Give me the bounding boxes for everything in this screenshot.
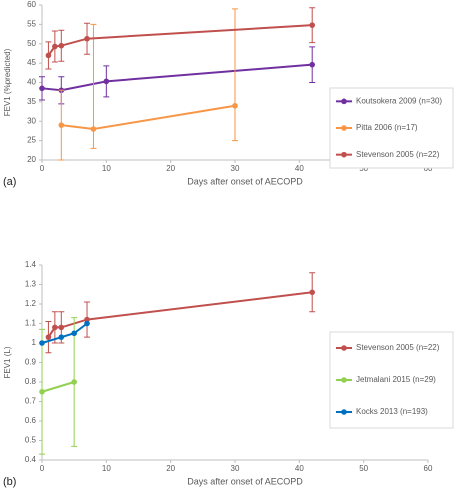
y-tick-label: 1 [32, 338, 37, 347]
y-tick-label: 1.3 [25, 280, 37, 289]
panel-label: (a) [3, 176, 16, 188]
data-point [309, 61, 316, 68]
y-tick-label: 0.9 [25, 358, 37, 367]
data-point [45, 52, 52, 59]
y-tick-label: 30 [27, 116, 36, 125]
legend-label: Stevenson 2005 (n=22) [356, 150, 440, 159]
series-line [41, 322, 88, 344]
x-tick-label: 60 [424, 464, 433, 473]
legend-label: Koutsokera 2009 (n=30) [356, 96, 442, 105]
series-line [41, 381, 75, 393]
x-tick-label: 50 [359, 464, 368, 473]
data-point [84, 35, 90, 42]
legend-marker [341, 345, 347, 351]
data-point [58, 334, 65, 340]
data-point [309, 22, 316, 28]
error-bar [232, 8, 238, 142]
legend-label: Jetmalani 2015 (n=29) [356, 375, 436, 384]
legend-marker [341, 409, 347, 415]
series-line [47, 291, 313, 338]
x-tick-label: 0 [40, 464, 45, 473]
legend-label: Stevenson 2005 (n=22) [356, 343, 440, 352]
y-tick-label: 1.1 [25, 319, 37, 328]
data-point [58, 42, 65, 49]
x-tick-label: 20 [166, 164, 175, 173]
legend-marker [341, 151, 347, 158]
data-point [52, 324, 58, 331]
x-axis-label: Days after onset of AECOPD [187, 176, 303, 186]
data-point [103, 78, 110, 85]
x-tick-label: 20 [166, 464, 175, 473]
y-axis-label: FEV1 (L) [3, 346, 12, 378]
x-tick-label: 60 [424, 164, 433, 173]
legend: Koutsokera 2009 (n=30) Pitta 2006 (n=17) S… [329, 87, 454, 169]
legend-marker [341, 98, 347, 105]
data-point [39, 85, 45, 92]
y-axis-label: FEV1 (%predicted) [3, 48, 12, 116]
y-tick-label: 1.2 [25, 299, 37, 308]
y-tick-label: 20 [27, 155, 36, 164]
data-point [232, 102, 238, 109]
data-point [58, 122, 65, 128]
data-point [45, 334, 52, 340]
y-tick-label: 0.7 [25, 397, 37, 406]
data-point [58, 324, 65, 331]
x-tick-label: 30 [231, 464, 240, 473]
data-point [309, 289, 316, 296]
legend-marker [341, 125, 347, 131]
y-tick-label: 25 [27, 136, 36, 145]
y-tick-label: 35 [27, 97, 36, 106]
x-tick-label: 10 [102, 164, 111, 173]
series-line [61, 104, 236, 131]
x-tick-label: 10 [102, 464, 111, 473]
data-point [84, 320, 90, 327]
y-tick-label: 0.8 [25, 377, 37, 386]
data-point [39, 388, 45, 395]
y-tick-label: 1.4 [25, 260, 37, 269]
data-point [90, 126, 97, 132]
series-line [41, 63, 313, 92]
panel-label: (b) [3, 476, 16, 488]
y-tick-label: 0.4 [25, 455, 37, 464]
x-tick-label: 40 [295, 464, 304, 473]
x-tick-label: 30 [231, 164, 240, 173]
y-tick-label: 0.5 [25, 436, 37, 445]
legend-label: Pitta 2006 (n=17) [356, 123, 418, 132]
data-point [52, 43, 58, 50]
legend-label: Kocks 2013 (n=193) [356, 407, 428, 416]
y-tick-label: 55 [27, 19, 36, 28]
x-tick-label: 0 [40, 164, 45, 173]
y-tick-label: 40 [27, 78, 36, 87]
data-point [84, 316, 90, 323]
y-tick-label: 50 [27, 39, 36, 48]
y-tick-label: 60 [27, 0, 36, 9]
x-axis-label: Days after onset of AECOPD [187, 476, 303, 486]
y-tick-label: 45 [27, 58, 36, 67]
x-tick-label: 40 [295, 164, 304, 173]
y-tick-label: 0.6 [25, 416, 37, 425]
data-point [39, 340, 45, 346]
legend-marker [341, 377, 347, 383]
data-point [71, 330, 77, 337]
data-point [71, 379, 77, 385]
legend: Stevenson 2005 (n=22) Jetmalani 2015 (n=2… [329, 331, 454, 429]
x-tick-label: 50 [359, 164, 368, 173]
